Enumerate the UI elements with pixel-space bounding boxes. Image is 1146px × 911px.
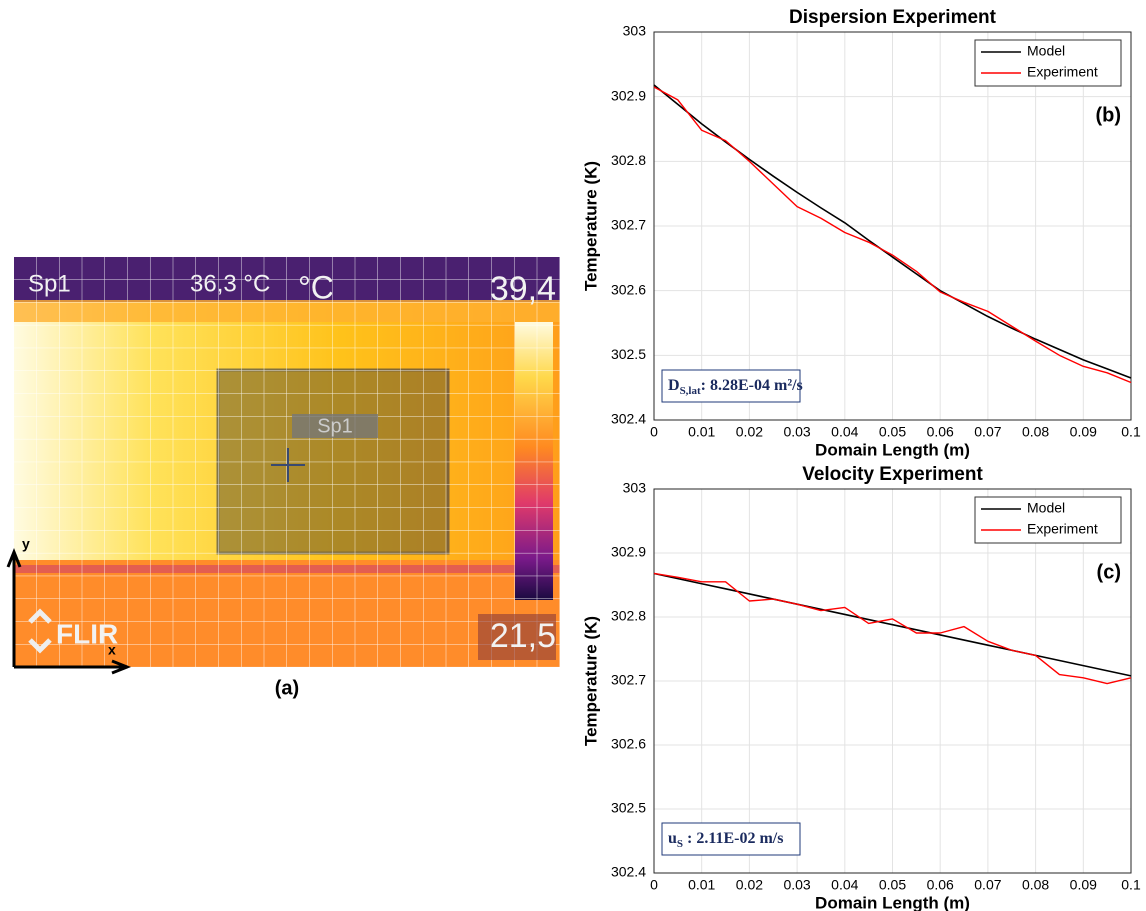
brand: FLIR (56, 618, 118, 649)
y-tick-label: 302.9 (611, 544, 646, 560)
x-tick-label: 0.02 (736, 424, 763, 440)
x-tick-label: 0.02 (736, 877, 763, 893)
x-tick-label: 0.07 (974, 877, 1001, 893)
legend-label: Model (1027, 500, 1065, 516)
max-reading: 39,4 (490, 270, 556, 308)
chart-title: Velocity Experiment (802, 464, 983, 485)
annotation-rest: : 2.11E-02 m/s (683, 830, 783, 847)
annotation-sub: S,lat (680, 385, 701, 397)
legend-label: Experiment (1027, 64, 1098, 80)
y-tick-label: 302.7 (611, 217, 646, 233)
crosshair (271, 448, 305, 482)
unit-label: °C (298, 269, 334, 305)
y-tick-label: 302.7 (611, 672, 646, 688)
y-tick-label: 302.5 (611, 800, 646, 816)
min-reading: 21,5 (490, 617, 556, 655)
y-tick-label: 302.4 (611, 864, 646, 880)
legend-box (974, 496, 1122, 544)
series-line (653, 572, 1132, 677)
x-tick-label: 0.08 (1022, 877, 1049, 893)
x-tick-label: 0.09 (1070, 424, 1097, 440)
y-tick-label: 302.9 (611, 87, 646, 103)
annotation-main: u (668, 830, 677, 847)
x-tick-label: 0.05 (879, 424, 906, 440)
axis-y-label: y (22, 536, 30, 552)
x-tick-label: 0.09 (1070, 877, 1097, 893)
min-box (478, 614, 556, 660)
x-tick-label: 0.01 (688, 424, 715, 440)
caption: (a) (275, 677, 299, 699)
chart-title: Dispersion Experiment (789, 7, 997, 28)
annotation-main: D (668, 377, 680, 394)
y-tick-label: 302.6 (611, 281, 646, 297)
x-tick-label: 0 (650, 424, 658, 440)
x-tick-label: 0.1 (1121, 424, 1141, 440)
spot-reading: 36,3 °C (190, 270, 270, 297)
x-axis-label: Domain Length (m) (815, 440, 970, 459)
annotation-rest: : 8.28E-04 m²/s (701, 377, 803, 394)
series-line (653, 86, 1132, 384)
panel-label: (b) (1095, 104, 1121, 126)
axes-frame (653, 31, 1132, 421)
x-tick-label: 0.06 (927, 877, 954, 893)
y-tick-label: 303 (623, 480, 647, 496)
legend-box (974, 39, 1122, 87)
x-tick-label: 0.04 (831, 424, 858, 440)
spot-box (292, 414, 378, 438)
annotation-sub: S (677, 838, 683, 850)
thermal-image: Sp1 36,3 °C °C 39,4 Sp1 FLIR 21,5 (14, 257, 560, 667)
annotation: DS,lat: 8.28E-04 m²/s (668, 377, 803, 397)
spot-label: Sp1 (28, 270, 71, 297)
x-tick-label: 0 (650, 877, 658, 893)
x-tick-label: 0.03 (783, 877, 810, 893)
x-tick-label: 0.03 (783, 424, 810, 440)
legend-label: Model (1027, 43, 1065, 59)
x-axis-label: Domain Length (m) (815, 893, 970, 911)
y-axis-label: Temperature (K) (581, 616, 600, 746)
series-line (653, 572, 1132, 685)
brand-logo (28, 608, 52, 654)
x-tick-label: 0.1 (1121, 877, 1141, 893)
annotation-box (661, 369, 801, 403)
axis-x-label: x (108, 642, 116, 658)
y-tick-label: 302.6 (611, 736, 646, 752)
y-tick-label: 302.5 (611, 346, 646, 362)
y-tick-label: 302.4 (611, 411, 646, 427)
y-tick-label: 303 (623, 23, 647, 39)
y-tick-label: 302.8 (611, 608, 646, 624)
axes-frame (653, 488, 1132, 874)
x-tick-label: 0.06 (927, 424, 954, 440)
annotation-box (661, 822, 801, 856)
x-tick-label: 0.05 (879, 877, 906, 893)
x-tick-label: 0.08 (1022, 424, 1049, 440)
x-tick-label: 0.04 (831, 877, 858, 893)
y-axis-label: Temperature (K) (581, 161, 600, 291)
x-tick-label: 0.07 (974, 424, 1001, 440)
spot-marker: Sp1 (317, 415, 353, 437)
y-tick-label: 302.8 (611, 152, 646, 168)
panel-label: (c) (1097, 561, 1121, 583)
x-tick-label: 0.01 (688, 877, 715, 893)
legend-label: Experiment (1027, 521, 1098, 537)
annotation: uS : 2.11E-02 m/s (668, 830, 783, 850)
axis-arrows (6, 547, 132, 675)
